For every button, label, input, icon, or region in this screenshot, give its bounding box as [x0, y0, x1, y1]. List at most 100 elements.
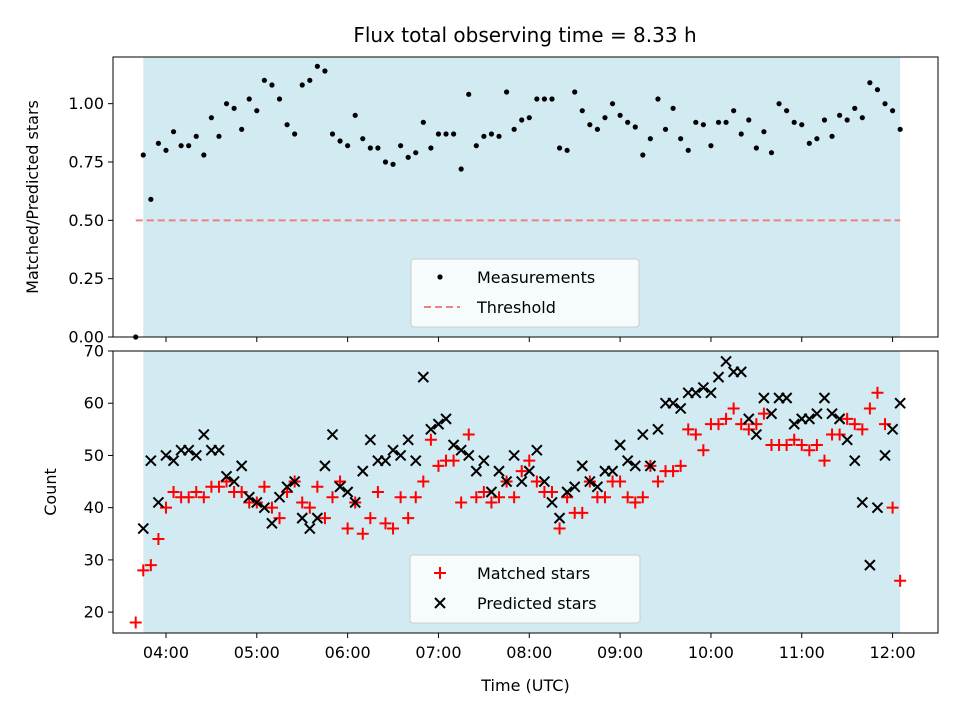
matched-star-point [190, 486, 203, 498]
measurement-point [375, 145, 381, 151]
predicted-star-point [523, 465, 535, 477]
measurement-point [223, 101, 230, 107]
measurement-point [594, 126, 601, 132]
predicted-star-point [167, 454, 180, 467]
matched-star-point [795, 439, 808, 451]
measurement-point [163, 147, 169, 153]
matched-star-point [720, 412, 733, 425]
measurement-point [496, 133, 502, 139]
measurement-point [541, 96, 548, 102]
measurement-point [360, 136, 366, 142]
predicted-star-point [886, 423, 899, 436]
top-y-axis-label: Matched/Predicted stars [23, 100, 42, 294]
measurement-point [428, 145, 434, 151]
predicted-star-point [463, 449, 475, 462]
measurement-point [186, 143, 192, 149]
predicted-star-point [856, 496, 869, 509]
measurement-point [148, 196, 154, 202]
predicted-star-point [220, 470, 233, 483]
matched-star-point [727, 402, 740, 415]
matched-star-point [810, 439, 823, 451]
measurement-point [526, 115, 532, 121]
matched-star-point [129, 616, 142, 629]
bottom-panel: 20 30 40 50 60 70 04:00 05:00 06:00 07:00 08:00 09… [41, 342, 939, 695]
predicted-star-point [690, 387, 702, 399]
predicted-star-point [864, 559, 876, 571]
matched-star-point [455, 496, 468, 509]
legend-marker-measurements [437, 274, 443, 280]
measurement-point [731, 108, 737, 114]
matched-star-point [258, 480, 271, 493]
matched-star-point [863, 402, 876, 415]
predicted-star-point [712, 371, 725, 383]
top-panel: 0.00 0.25 0.50 0.75 1.00 Matched/Predicted s… [23, 56, 939, 347]
top-legend: Measurements Threshold [410, 258, 640, 328]
predicted-star-point [425, 423, 437, 436]
measurement-point [897, 126, 903, 132]
matched-star-point [621, 491, 634, 504]
measurement-point [670, 105, 676, 111]
matched-star-point [409, 491, 422, 504]
predicted-star-point [341, 486, 354, 498]
measurement-point [314, 63, 320, 69]
x-tick-label: 06:00 [325, 643, 371, 662]
predicted-star-point [152, 496, 165, 509]
matched-star-point [651, 475, 664, 488]
predicted-star-point [546, 496, 558, 509]
measurement-point [345, 143, 351, 149]
measurement-point [307, 77, 313, 83]
matched-star-point [841, 412, 854, 425]
measurement-point [852, 105, 858, 111]
x-axis-label: Time (UTC) [480, 676, 569, 695]
measurement-point [768, 150, 775, 156]
x-tick-label: 04:00 [143, 643, 189, 662]
measurement-point [723, 119, 729, 125]
bottom-y-tick-label: 50 [84, 446, 104, 465]
matched-star-point [614, 475, 627, 488]
measurement-point [549, 96, 555, 102]
matched-star-point [485, 496, 498, 509]
matched-star-point [856, 423, 869, 436]
bottom-y-tick-label: 30 [84, 550, 104, 569]
measurement-point [519, 117, 525, 123]
predicted-star-point [500, 475, 513, 488]
predicted-star-point [478, 454, 490, 467]
measurement-point [231, 105, 237, 111]
predicted-star-point [296, 512, 308, 524]
matched-star-point [508, 491, 521, 504]
matched-star-point [871, 386, 884, 399]
matched-star-point [530, 475, 543, 488]
predicted-star-point [288, 475, 301, 488]
measurement-point [254, 108, 260, 114]
matched-star-point [152, 533, 165, 545]
measurement-point [329, 131, 336, 137]
matched-star-point [470, 491, 483, 504]
measurement-point [602, 115, 608, 121]
predicted-star-point [803, 413, 816, 425]
measurement-point [753, 145, 759, 151]
measurement-point [776, 101, 782, 107]
measurement-point [609, 101, 616, 107]
top-y-tick-label: 0.00 [68, 328, 104, 347]
predicted-star-point [849, 454, 861, 467]
measurement-point [216, 133, 222, 139]
measurement-point [647, 136, 653, 142]
predicted-star-point [145, 454, 157, 467]
predicted-star-point [182, 444, 195, 456]
predicted-star-point [667, 397, 679, 409]
matched-star-point [144, 559, 157, 572]
matched-star-point [886, 501, 899, 514]
predicted-star-point [833, 413, 846, 425]
predicted-star-point [228, 475, 240, 488]
matched-star-point [780, 439, 793, 451]
chart-title: Flux total observing time = 8.33 h [353, 23, 696, 47]
predicted-star-point [311, 512, 324, 524]
measurement-point [170, 129, 177, 135]
measurement-point [700, 122, 706, 128]
measurement-point [352, 112, 358, 118]
bottom-y-tick-label: 40 [84, 498, 104, 517]
predicted-star-point [879, 449, 891, 462]
matched-star-point [387, 522, 400, 535]
matched-star-point [750, 418, 763, 431]
measurement-point [882, 101, 888, 107]
